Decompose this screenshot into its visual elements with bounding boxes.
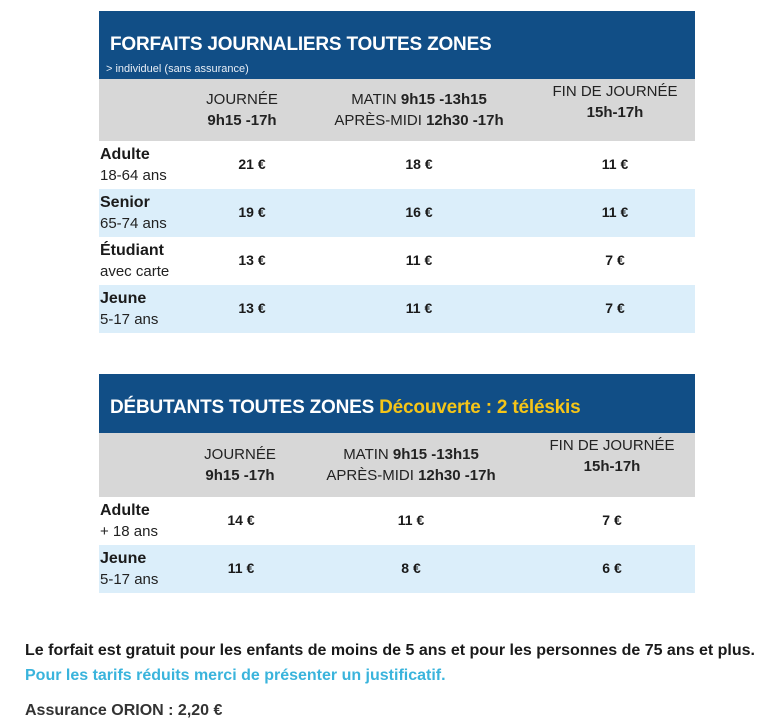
insurance-price: Assurance ORION : 2,20 € [25,702,223,719]
row-category: Adulte 18-64 ans [100,144,167,186]
header-hours: 9h15 -17h [205,467,275,484]
header-hours: 9h15 -17h [207,112,277,129]
price-half-day: 18 € [405,156,433,172]
row-category: Étudiant avec carte [100,240,169,282]
beginners-title-main: DÉBUTANTS TOUTES ZONES [110,397,380,418]
daily-passes-header-row: JOURNÉE 9h15 -17h MATIN 9h15 -13h15 APRÈ… [99,79,695,141]
daily-passes-subtitle: > individuel (sans assurance) [106,63,249,75]
header-label: APRÈS-MIDI [326,467,419,484]
category-age: 65-74 ans [100,215,167,232]
header-hours: 12h30 -17h [426,112,504,129]
beginners-passes-table: DÉBUTANTS TOUTES ZONES Découverte : 2 té… [99,374,695,593]
daily-passes-title-bar: FORFAITS JOURNALIERS TOUTES ZONES > indi… [99,11,695,79]
header-half-day: MATIN 9h15 -13h15 APRÈS-MIDI 12h30 -17h [309,89,529,131]
header-hours: 9h15 -13h15 [392,446,479,463]
price-full-day: 14 € [227,512,255,528]
price-full-day: 11 € [227,560,255,576]
header-hours: 12h30 -17h [418,467,496,484]
beginners-title-highlight: Découverte : 2 téléskis [379,397,581,418]
row-category: Senior 65-74 ans [100,192,167,234]
header-full-day: JOURNÉE 9h15 -17h [192,89,292,131]
header-hours: 9h15 -13h15 [400,91,487,108]
header-end-of-day: FIN DE JOURNÉE 15h-17h [539,81,691,123]
table-row: Senior 65-74 ans 19 € 16 € 11 € [99,189,695,237]
category-age: + 18 ans [100,523,158,540]
beginners-title-bar: DÉBUTANTS TOUTES ZONES Découverte : 2 té… [99,374,695,433]
beginners-title: DÉBUTANTS TOUTES ZONES Découverte : 2 té… [110,397,581,419]
header-full-day: JOURNÉE 9h15 -17h [190,444,290,486]
price-half-day: 11 € [405,300,433,316]
table-row: Adulte 18-64 ans 21 € 18 € 11 € [99,141,695,189]
free-pass-note-text: Le forfait est gratuit pour les enfants … [25,642,755,659]
beginners-header-row: JOURNÉE 9h15 -17h MATIN 9h15 -13h15 APRÈ… [99,433,695,497]
free-pass-note: Le forfait est gratuit pour les enfants … [25,638,765,688]
price-full-day: 19 € [238,204,266,220]
price-end-of-day: 6 € [602,560,622,576]
table-row: Étudiant avec carte 13 € 11 € 7 € [99,237,695,285]
category-age: 5-17 ans [100,311,159,328]
category-name: Étudiant [100,242,164,259]
price-end-of-day: 7 € [602,512,622,528]
price-half-day: 11 € [405,252,433,268]
header-hours: 15h-17h [586,104,644,121]
price-half-day: 11 € [397,512,425,528]
header-end-of-day: FIN DE JOURNÉE 15h-17h [536,435,688,477]
row-category: Adulte + 18 ans [100,500,158,542]
price-end-of-day: 11 € [601,204,629,220]
header-hours: 15h-17h [583,458,641,475]
category-age: 18-64 ans [100,167,167,184]
table-row: Jeune 5-17 ans 13 € 11 € 7 € [99,285,695,333]
price-full-day: 21 € [238,156,266,172]
category-age: avec carte [100,263,170,280]
price-full-day: 13 € [238,252,266,268]
header-label: APRÈS-MIDI [334,112,427,129]
price-end-of-day: 7 € [605,252,625,268]
category-age: 5-17 ans [100,571,159,588]
reduced-rate-link[interactable]: Pour les tarifs réduits merci de présent… [25,667,446,684]
table-row: Adulte + 18 ans 14 € 11 € 7 € [99,497,695,545]
table-row: Jeune 5-17 ans 11 € 8 € 6 € [99,545,695,593]
header-label: FIN DE JOURNÉE [552,83,678,100]
daily-passes-title: FORFAITS JOURNALIERS TOUTES ZONES [110,34,492,55]
category-name: Adulte [100,502,150,519]
daily-passes-table: FORFAITS JOURNALIERS TOUTES ZONES > indi… [99,11,695,333]
price-end-of-day: 7 € [605,300,625,316]
price-half-day: 16 € [405,204,433,220]
price-full-day: 13 € [238,300,266,316]
category-name: Jeune [100,290,147,307]
category-name: Adulte [100,146,150,163]
price-half-day: 8 € [401,560,421,576]
row-category: Jeune 5-17 ans [100,288,158,330]
header-label: FIN DE JOURNÉE [549,437,675,454]
header-half-day: MATIN 9h15 -13h15 APRÈS-MIDI 12h30 -17h [301,444,521,486]
category-name: Jeune [100,550,147,567]
header-label: MATIN [351,91,401,108]
header-label: JOURNÉE [204,446,276,463]
header-label: JOURNÉE [206,91,278,108]
header-label: MATIN [343,446,393,463]
row-category: Jeune 5-17 ans [100,548,158,590]
category-name: Senior [100,194,150,211]
price-end-of-day: 11 € [601,156,629,172]
